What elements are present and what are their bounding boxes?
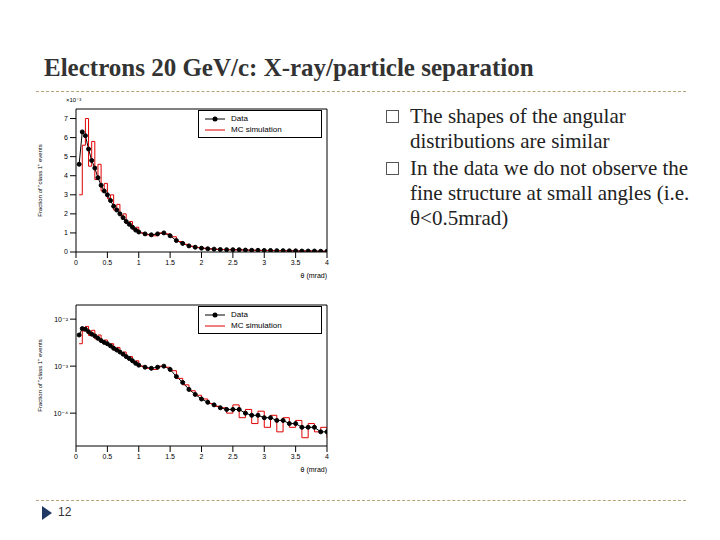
svg-text:0.5: 0.5 — [103, 453, 113, 460]
svg-text:7: 7 — [64, 115, 68, 122]
svg-text:10⁻⁴: 10⁻⁴ — [54, 410, 69, 417]
svg-text:4: 4 — [325, 259, 329, 266]
svg-text:0: 0 — [74, 259, 78, 266]
svg-text:0: 0 — [74, 453, 78, 460]
svg-text:3: 3 — [262, 453, 266, 460]
html-text:12: 12 — [58, 505, 72, 519]
svg-text:4: 4 — [325, 453, 329, 460]
svg-text:5: 5 — [64, 153, 68, 160]
svg-text:3: 3 — [262, 259, 266, 266]
svg-text:2.5: 2.5 — [228, 453, 238, 460]
svg-text:3.5: 3.5 — [291, 259, 301, 266]
svg-text:2: 2 — [200, 259, 204, 266]
svg-text:2: 2 — [200, 453, 204, 460]
svg-text:θ (mrad): θ (mrad) — [301, 272, 327, 280]
html-text:MC simulation: MC simulation — [231, 125, 282, 134]
html-text:Electrons 20 GeV/c: X-ray/part: Electrons 20 GeV/c: X-ray/particle separ… — [44, 54, 534, 81]
html-text:The shapes of the angular dist: The shapes of the angular distributions … — [410, 104, 626, 153]
html-text:MC simulation: MC simulation — [231, 321, 282, 330]
svg-text:2.5: 2.5 — [228, 259, 238, 266]
svg-text:10⁻³: 10⁻³ — [54, 363, 68, 370]
svg-text:0.5: 0.5 — [103, 259, 113, 266]
html-text:×10⁻³: ×10⁻³ — [66, 97, 82, 103]
svg-text:0: 0 — [64, 248, 68, 255]
svg-text:2: 2 — [64, 210, 68, 217]
svg-text:1: 1 — [64, 229, 68, 236]
svg-text:1: 1 — [137, 259, 141, 266]
svg-text:1.5: 1.5 — [165, 453, 175, 460]
svg-text:3.5: 3.5 — [291, 453, 301, 460]
svg-text:1: 1 — [137, 453, 141, 460]
html-text:In the data we do not observe: In the data we do not observe the fine s… — [410, 156, 690, 230]
html-text:Data: Data — [231, 310, 248, 319]
html-text:Data: Data — [231, 114, 248, 123]
svg-text:4: 4 — [64, 172, 68, 179]
svg-text:1.5: 1.5 — [165, 259, 175, 266]
svg-text:θ (mrad): θ (mrad) — [301, 466, 327, 474]
svg-text:6: 6 — [64, 134, 68, 141]
svg-text:Fraction of "class 1" events: Fraction of "class 1" events — [37, 339, 43, 411]
svg-text:3: 3 — [64, 191, 68, 198]
svg-text:Fraction of "class 1" events: Fraction of "class 1" events — [37, 144, 43, 216]
svg-text:10⁻²: 10⁻² — [54, 316, 68, 323]
